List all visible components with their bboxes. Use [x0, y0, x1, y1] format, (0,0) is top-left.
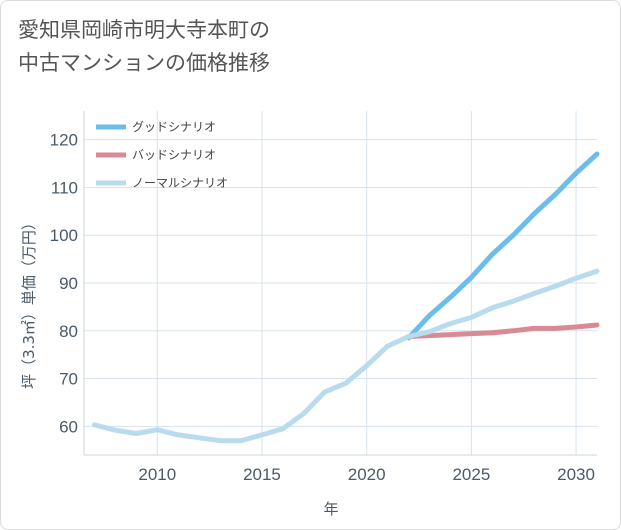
- legend-label-good: グッドシナリオ: [132, 120, 216, 134]
- y-tick-label-70: 70: [59, 370, 78, 389]
- legend-label-bad: バッドシナリオ: [132, 148, 216, 162]
- x-tick-labels: 2010 2015 2020 2025 2030: [138, 465, 595, 484]
- y-tick-label-120: 120: [50, 131, 78, 150]
- chart-title-line-1: 愛知県岡崎市明大寺本町の: [18, 18, 270, 42]
- x-tick-label-2030: 2030: [557, 465, 595, 484]
- y-axis-label: 坪（3.3㎡）単価（万円）: [20, 215, 38, 389]
- y-tick-label-80: 80: [59, 322, 78, 341]
- y-tick-label-90: 90: [59, 274, 78, 293]
- y-tick-label-100: 100: [50, 226, 78, 245]
- series-line-normal: [92, 268, 600, 444]
- series-line-good: [406, 151, 600, 341]
- legend-label-normal: ノーマルシナリオ: [132, 176, 228, 190]
- y-tick-label-110: 110: [51, 178, 78, 197]
- x-tick-label-2015: 2015: [243, 465, 281, 484]
- series-lines: [92, 151, 600, 444]
- chart-title-line-2: 中古マンションの価格推移: [18, 51, 270, 75]
- y-tick-label-60: 60: [59, 417, 78, 436]
- x-tick-label-2020: 2020: [348, 465, 386, 484]
- y-tick-labels: 60 70 80 90 100 110 120: [50, 131, 78, 437]
- axes: [83, 111, 597, 456]
- x-tick-label-2010: 2010: [138, 465, 176, 484]
- x-axis-label: 年: [323, 500, 338, 518]
- series-line-bad: [406, 322, 600, 339]
- chart-title: 愛知県岡崎市明大寺本町の 中古マンションの価格推移: [18, 14, 578, 80]
- x-tick-label-2025: 2025: [452, 465, 490, 484]
